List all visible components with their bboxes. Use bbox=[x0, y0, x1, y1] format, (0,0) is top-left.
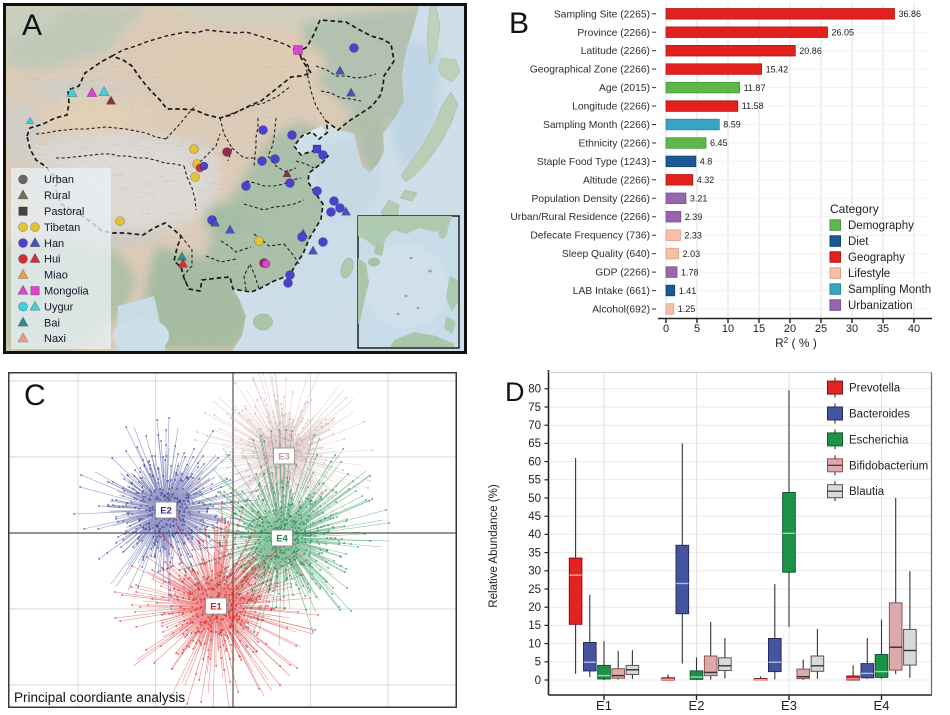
svg-text:E3: E3 bbox=[781, 698, 797, 713]
svg-text:Population Density (2266): Population Density (2266) bbox=[532, 194, 651, 205]
svg-text:55: 55 bbox=[528, 475, 541, 487]
svg-text:2.39: 2.39 bbox=[685, 212, 703, 222]
svg-text:80: 80 bbox=[528, 384, 541, 396]
svg-text:10: 10 bbox=[528, 638, 541, 650]
svg-text:Prevotella: Prevotella bbox=[849, 383, 901, 395]
svg-text:Age (2015): Age (2015) bbox=[599, 83, 650, 94]
svg-text:4.8: 4.8 bbox=[700, 157, 713, 167]
svg-text:Geography: Geography bbox=[848, 252, 905, 264]
svg-text:E1: E1 bbox=[596, 698, 612, 713]
svg-text:E4: E4 bbox=[874, 698, 890, 713]
svg-text:Uygur: Uygur bbox=[44, 301, 74, 313]
svg-text:E3: E3 bbox=[278, 451, 290, 462]
svg-text:Escherichia: Escherichia bbox=[849, 434, 909, 446]
svg-text:40: 40 bbox=[528, 529, 541, 541]
svg-text:0: 0 bbox=[663, 323, 669, 335]
svg-text:Staple Food Type (1243): Staple Food Type (1243) bbox=[537, 157, 650, 168]
svg-text:Naxi: Naxi bbox=[44, 333, 66, 345]
svg-text:25: 25 bbox=[528, 584, 541, 596]
svg-text:Rural: Rural bbox=[44, 190, 70, 202]
svg-text:20: 20 bbox=[528, 602, 541, 614]
svg-text:8.59: 8.59 bbox=[723, 120, 741, 130]
svg-text:3.21: 3.21 bbox=[690, 194, 708, 204]
svg-text:GDP (2266): GDP (2266) bbox=[595, 268, 650, 279]
svg-text:1.25: 1.25 bbox=[678, 304, 696, 314]
svg-text:Province (2266): Province (2266) bbox=[577, 28, 650, 39]
svg-text:Lifestyle: Lifestyle bbox=[848, 268, 890, 280]
svg-text:26.05: 26.05 bbox=[832, 28, 855, 38]
svg-text:Altitude (2266): Altitude (2266) bbox=[583, 175, 650, 186]
svg-text:1.78: 1.78 bbox=[681, 267, 699, 277]
svg-text:0: 0 bbox=[535, 675, 541, 687]
svg-text:Urban/Rural Residence (2266): Urban/Rural Residence (2266) bbox=[510, 212, 650, 223]
svg-text:35: 35 bbox=[877, 323, 889, 335]
svg-text:Bifidobacterium: Bifidobacterium bbox=[849, 460, 928, 472]
svg-text:Hui: Hui bbox=[44, 254, 61, 266]
svg-text:11.58: 11.58 bbox=[742, 101, 764, 111]
svg-text:5: 5 bbox=[535, 657, 541, 669]
svg-text:R2 ( % ): R2 ( % ) bbox=[775, 336, 817, 350]
svg-text:65: 65 bbox=[528, 438, 541, 450]
svg-text:36.86: 36.86 bbox=[899, 9, 922, 19]
svg-text:35: 35 bbox=[528, 547, 541, 559]
svg-text:Sampling Month (2266): Sampling Month (2266) bbox=[543, 120, 650, 131]
svg-text:25: 25 bbox=[815, 323, 827, 335]
svg-text:2.33: 2.33 bbox=[684, 230, 702, 240]
svg-text:Demography: Demography bbox=[848, 220, 914, 232]
svg-text:20.86: 20.86 bbox=[799, 46, 822, 56]
svg-text:30: 30 bbox=[528, 566, 541, 578]
svg-text:Tibetan: Tibetan bbox=[44, 222, 80, 234]
svg-text:E2: E2 bbox=[160, 505, 172, 516]
svg-text:Mongolia: Mongolia bbox=[44, 286, 90, 298]
svg-text:60: 60 bbox=[528, 456, 541, 468]
svg-text:30: 30 bbox=[846, 323, 858, 335]
svg-text:Relative Abundance (%): Relative Abundance (%) bbox=[488, 484, 500, 608]
svg-text:E1: E1 bbox=[210, 601, 222, 612]
svg-text:Principal coordiante analysis: Principal coordiante analysis bbox=[14, 690, 185, 705]
svg-text:4.32: 4.32 bbox=[697, 175, 715, 185]
svg-text:LAB Intake (661): LAB Intake (661) bbox=[573, 286, 650, 297]
svg-text:Bacteroides: Bacteroides bbox=[849, 409, 910, 421]
svg-text:E2: E2 bbox=[689, 698, 705, 713]
svg-text:Defecate Frequency (736): Defecate Frequency (736) bbox=[530, 231, 650, 242]
svg-text:15.42: 15.42 bbox=[766, 64, 789, 74]
svg-text:Urbanization: Urbanization bbox=[848, 300, 913, 312]
svg-text:Sampling Month: Sampling Month bbox=[848, 284, 931, 296]
svg-text:Bai: Bai bbox=[44, 317, 60, 329]
svg-text:70: 70 bbox=[528, 420, 541, 432]
svg-text:Miao: Miao bbox=[44, 270, 68, 282]
svg-text:Sleep Quality (640): Sleep Quality (640) bbox=[562, 249, 650, 260]
svg-text:Category: Category bbox=[830, 202, 879, 216]
svg-text:Han: Han bbox=[44, 238, 64, 250]
svg-text:Ethnicity (2266): Ethnicity (2266) bbox=[578, 139, 650, 150]
svg-text:2.03: 2.03 bbox=[683, 249, 701, 259]
svg-text:E4: E4 bbox=[276, 533, 288, 544]
svg-text:Latitude (2266): Latitude (2266) bbox=[581, 46, 650, 57]
svg-text:15: 15 bbox=[753, 323, 765, 335]
svg-text:Diet: Diet bbox=[848, 236, 869, 248]
svg-text:10: 10 bbox=[722, 323, 734, 335]
svg-text:Geographical Zone (2266): Geographical Zone (2266) bbox=[530, 65, 650, 76]
svg-text:40: 40 bbox=[908, 323, 920, 335]
svg-text:45: 45 bbox=[528, 511, 541, 523]
svg-text:1.41: 1.41 bbox=[679, 286, 697, 296]
svg-text:Alcohol(692): Alcohol(692) bbox=[592, 305, 650, 316]
svg-text:11.87: 11.87 bbox=[744, 83, 766, 93]
svg-text:Urban: Urban bbox=[44, 174, 74, 186]
svg-text:Pastoral: Pastoral bbox=[44, 206, 84, 218]
svg-text:5: 5 bbox=[694, 323, 700, 335]
svg-text:15: 15 bbox=[528, 620, 541, 632]
svg-text:Blautia: Blautia bbox=[849, 486, 885, 498]
svg-text:6.45: 6.45 bbox=[710, 138, 728, 148]
svg-text:Sampling Site (2265): Sampling Site (2265) bbox=[554, 9, 650, 20]
svg-text:50: 50 bbox=[528, 493, 541, 505]
svg-text:Longitude (2266): Longitude (2266) bbox=[572, 102, 650, 113]
svg-text:75: 75 bbox=[528, 402, 541, 414]
svg-text:20: 20 bbox=[784, 323, 796, 335]
